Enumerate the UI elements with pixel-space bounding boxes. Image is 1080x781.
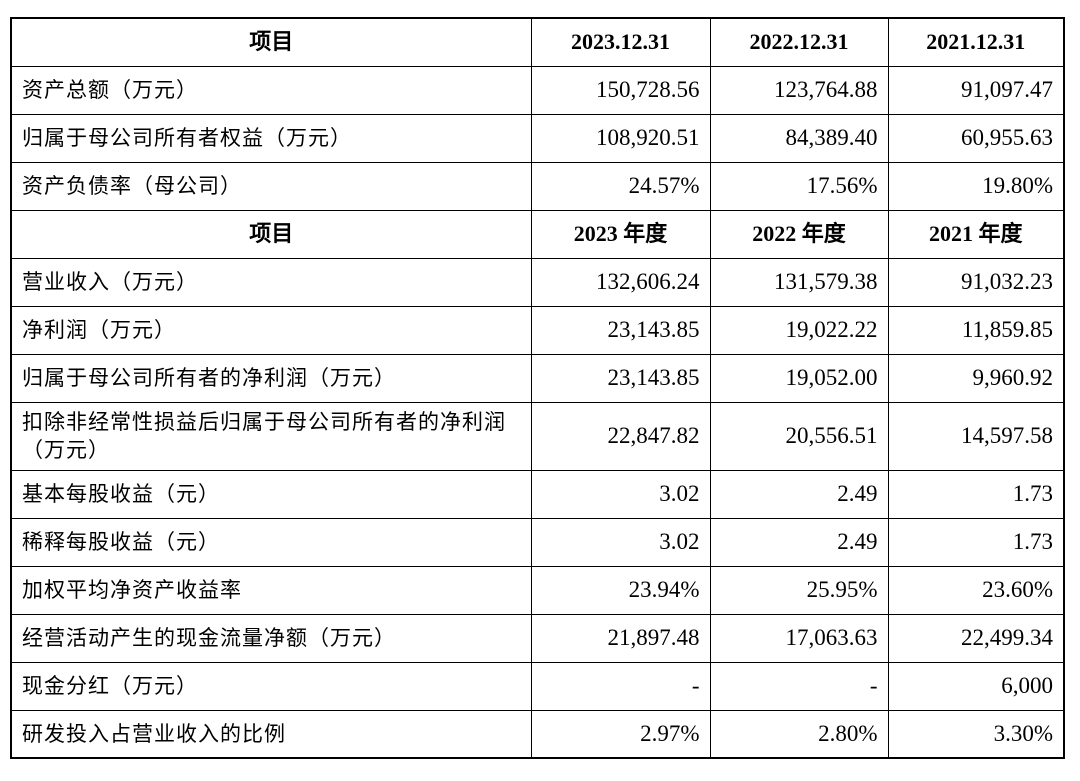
cell-2022: 20,556.51 <box>709 401 889 471</box>
cell-2023: 108,920.51 <box>530 113 711 163</box>
cell-2021: 91,032.23 <box>887 257 1065 307</box>
cell-2022: 84,389.40 <box>709 113 889 163</box>
income-header-row: 项目 2023 年度 2022 年度 2021 年度 <box>10 209 1065 259</box>
table-row: 基本每股收益（元） 3.02 2.49 1.73 <box>10 469 1065 519</box>
cell-2022: 17,063.63 <box>709 613 889 663</box>
cell-2022: - <box>709 661 889 711</box>
header-item: 项目 <box>10 17 532 67</box>
cell-2023: 22,847.82 <box>530 401 711 471</box>
cell-2022: 2.80% <box>709 709 889 759</box>
cell-2021: 23.60% <box>887 565 1065 615</box>
header-col-2021: 2021.12.31 <box>887 17 1065 67</box>
row-label: 现金分红（万元） <box>10 661 532 711</box>
cell-2021: 14,597.58 <box>887 401 1065 471</box>
row-label: 加权平均净资产收益率 <box>10 565 532 615</box>
cell-2021: 1.73 <box>887 469 1065 519</box>
row-label: 资产负债率（母公司） <box>10 161 532 211</box>
row-label: 净利润（万元） <box>10 305 532 355</box>
cell-2021: 1.73 <box>887 517 1065 567</box>
header-col-2022: 2022.12.31 <box>709 17 889 67</box>
cell-2021: 91,097.47 <box>887 65 1065 115</box>
cell-2022: 19,022.22 <box>709 305 889 355</box>
header-col-2022: 2022 年度 <box>709 209 889 259</box>
cell-2021: 22,499.34 <box>887 613 1065 663</box>
cell-2023: 23,143.85 <box>530 353 711 403</box>
cell-2022: 2.49 <box>709 517 889 567</box>
row-label: 归属于母公司所有者权益（万元） <box>10 113 532 163</box>
table-row: 加权平均净资产收益率 23.94% 25.95% 23.60% <box>10 565 1065 615</box>
cell-2022: 2.49 <box>709 469 889 519</box>
cell-2023: 3.02 <box>530 469 711 519</box>
row-label: 归属于母公司所有者的净利润（万元） <box>10 353 532 403</box>
cell-2023: 150,728.56 <box>530 65 711 115</box>
table-row: 现金分红（万元） - - 6,000 <box>10 661 1065 711</box>
table-row: 扣除非经常性损益后归属于母公司所有者的净利润（万元） 22,847.82 20,… <box>10 401 1065 471</box>
header-item: 项目 <box>10 209 532 259</box>
row-label: 营业收入（万元） <box>10 257 532 307</box>
table-row: 研发投入占营业收入的比例 2.97% 2.80% 3.30% <box>10 709 1065 759</box>
table-row: 营业收入（万元） 132,606.24 131,579.38 91,032.23 <box>10 257 1065 307</box>
cell-2022: 123,764.88 <box>709 65 889 115</box>
cell-2023: 2.97% <box>530 709 711 759</box>
cell-2023: 3.02 <box>530 517 711 567</box>
cell-2023: - <box>530 661 711 711</box>
cell-2022: 131,579.38 <box>709 257 889 307</box>
table-row: 稀释每股收益（元） 3.02 2.49 1.73 <box>10 517 1065 567</box>
header-col-2021: 2021 年度 <box>887 209 1065 259</box>
cell-2022: 19,052.00 <box>709 353 889 403</box>
cell-2021: 6,000 <box>887 661 1065 711</box>
cell-2021: 3.30% <box>887 709 1065 759</box>
header-col-2023: 2023 年度 <box>530 209 711 259</box>
cell-2023: 21,897.48 <box>530 613 711 663</box>
row-label: 资产总额（万元） <box>10 65 532 115</box>
cell-2021: 19.80% <box>887 161 1065 211</box>
financial-summary-table: 项目 2023.12.31 2022.12.31 2021.12.31 资产总额… <box>10 17 1065 759</box>
table-row: 归属于母公司所有者的净利润（万元） 23,143.85 19,052.00 9,… <box>10 353 1065 403</box>
table-row: 资产负债率（母公司） 24.57% 17.56% 19.80% <box>10 161 1065 211</box>
row-label: 经营活动产生的现金流量净额（万元） <box>10 613 532 663</box>
cell-2022: 25.95% <box>709 565 889 615</box>
table-row: 资产总额（万元） 150,728.56 123,764.88 91,097.47 <box>10 65 1065 115</box>
balance-header-row: 项目 2023.12.31 2022.12.31 2021.12.31 <box>10 17 1065 67</box>
header-col-2023: 2023.12.31 <box>530 17 711 67</box>
row-label: 扣除非经常性损益后归属于母公司所有者的净利润（万元） <box>10 401 532 471</box>
cell-2022: 17.56% <box>709 161 889 211</box>
row-label: 研发投入占营业收入的比例 <box>10 709 532 759</box>
table-row: 归属于母公司所有者权益（万元） 108,920.51 84,389.40 60,… <box>10 113 1065 163</box>
cell-2021: 11,859.85 <box>887 305 1065 355</box>
row-label: 基本每股收益（元） <box>10 469 532 519</box>
cell-2021: 9,960.92 <box>887 353 1065 403</box>
cell-2021: 60,955.63 <box>887 113 1065 163</box>
cell-2023: 24.57% <box>530 161 711 211</box>
table-row: 净利润（万元） 23,143.85 19,022.22 11,859.85 <box>10 305 1065 355</box>
row-label: 稀释每股收益（元） <box>10 517 532 567</box>
cell-2023: 23,143.85 <box>530 305 711 355</box>
cell-2023: 23.94% <box>530 565 711 615</box>
cell-2023: 132,606.24 <box>530 257 711 307</box>
table-row: 经营活动产生的现金流量净额（万元） 21,897.48 17,063.63 22… <box>10 613 1065 663</box>
